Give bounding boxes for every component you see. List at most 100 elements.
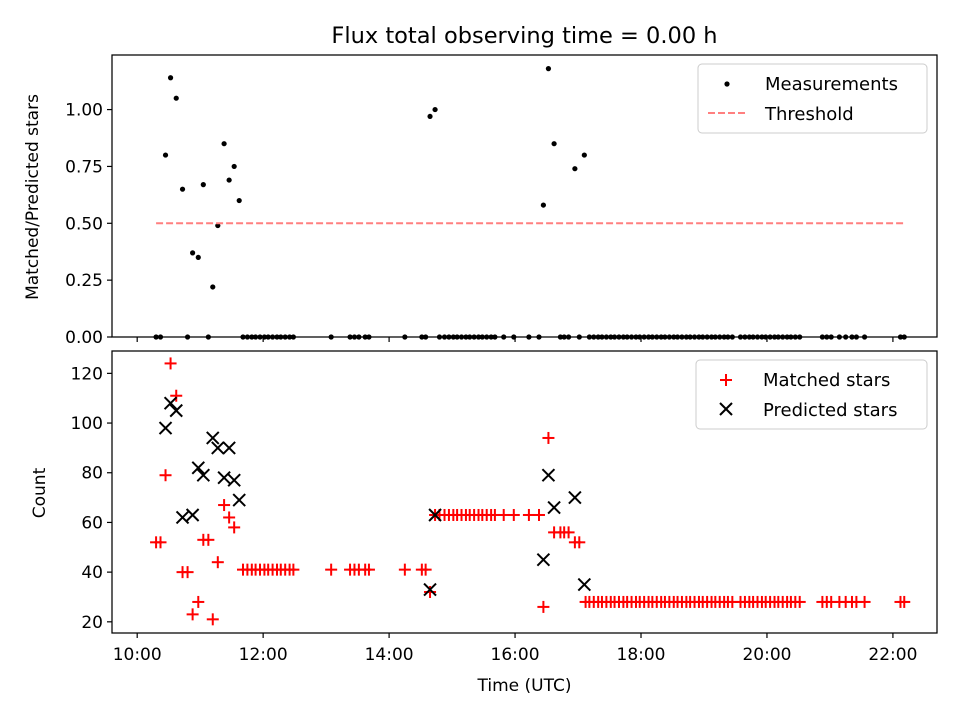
- x-tick-label: 22:00: [868, 645, 917, 665]
- matched-star-point: [159, 469, 172, 482]
- measurement-point: [173, 95, 179, 101]
- y-tick-label: 0.50: [65, 214, 103, 234]
- matched-star-point: [542, 431, 555, 444]
- measurement-point: [545, 66, 552, 72]
- matched-star-point: [898, 595, 911, 608]
- x-tick-label: 16:00: [491, 645, 540, 665]
- measurement-point: [226, 177, 232, 183]
- measurement-point: [167, 75, 174, 81]
- matched-star-point: [562, 526, 575, 539]
- matched-star-point: [419, 563, 432, 576]
- measurement-point: [427, 113, 433, 120]
- bottom-x-ticks: 10:00 12:00 14:00 16:00 18:00 20:00 22:00: [113, 633, 917, 665]
- x-axis-label: Time (UTC): [477, 676, 572, 696]
- measurement-point: [179, 186, 186, 192]
- y-tick-label: 0.25: [65, 271, 103, 291]
- measurement-point: [236, 197, 242, 204]
- legend-measurements-marker: [724, 81, 730, 87]
- top-axes-frame: [111, 54, 938, 338]
- bottom-panel: 20 40 60 80 100 120 10:00 12:00 14:00 16:00 18:00…: [30, 350, 938, 696]
- matched-star-point: [398, 563, 411, 576]
- measurement-point: [200, 182, 206, 188]
- predicted-star-point: [206, 431, 220, 445]
- measurement-point: [572, 166, 578, 172]
- matched-star-point: [858, 595, 871, 608]
- legend-threshold-label: Threshold: [764, 104, 854, 125]
- legend-measurements-label: Measurements: [765, 74, 898, 95]
- matched-star-point: [206, 613, 219, 626]
- y-tick-label: 0.75: [65, 157, 103, 177]
- predicted-star-point: [536, 552, 551, 567]
- matched-star-point: [507, 508, 520, 521]
- matched-star-point: [211, 556, 224, 569]
- matched-star-point: [228, 521, 241, 534]
- top-legend: Measurements Threshold: [697, 63, 928, 134]
- y-tick-label: 0.00: [65, 328, 103, 348]
- x-tick-label: 14:00: [365, 645, 414, 665]
- predicted-star-point: [217, 471, 231, 485]
- y-tick-label: 100: [71, 414, 103, 434]
- figure-title: Flux total observing time = 0.00 h: [331, 23, 717, 49]
- matched-star-point: [218, 499, 231, 512]
- matched-star-point: [522, 508, 535, 521]
- measurement-point: [210, 284, 216, 290]
- bottom-y-ticks: 20 40 60 80 100 120: [71, 364, 112, 633]
- x-tick-label: 12:00: [239, 645, 288, 665]
- y-tick-label: 1.00: [65, 101, 103, 121]
- measurement-point: [551, 141, 557, 147]
- predicted-star-point: [577, 577, 592, 592]
- matched-star-point: [192, 595, 205, 608]
- predicted-star-point: [428, 508, 442, 522]
- bottom-legend: Matched stars Predicted stars: [695, 359, 928, 430]
- matched-star-point: [424, 586, 437, 599]
- predicted-star-point: [541, 468, 556, 482]
- measurement-point: [231, 163, 237, 170]
- x-tick-label: 10:00: [113, 645, 162, 665]
- bottom-axes-frame: [111, 350, 938, 634]
- legend-predicted-marker: [719, 402, 733, 416]
- matched-star-point: [164, 357, 177, 370]
- x-tick-label: 20:00: [742, 645, 791, 665]
- top-legend-box: [697, 63, 928, 134]
- matched-star-point: [537, 600, 550, 613]
- matched-star-point: [793, 595, 806, 608]
- legend-matched-marker: [720, 374, 732, 386]
- matched-star-point: [362, 563, 375, 576]
- y-tick-label: 20: [81, 613, 103, 633]
- matched-star-point: [532, 508, 545, 521]
- measurement-point: [190, 250, 196, 256]
- matched-star-point: [154, 536, 167, 549]
- predicted-star-point: [211, 441, 225, 455]
- matched-star-point: [170, 389, 183, 402]
- predicted-star-point: [196, 468, 211, 482]
- matched-star-point: [287, 563, 300, 576]
- legend-predicted-label: Predicted stars: [763, 400, 897, 421]
- predicted-star-point: [222, 441, 236, 455]
- measurement-point: [581, 152, 587, 158]
- matched-star-point: [202, 533, 215, 546]
- measurement-point: [162, 152, 169, 158]
- y-tick-label: 40: [81, 563, 103, 583]
- bottom-legend-box: [695, 359, 928, 430]
- bottom-marks: [150, 357, 911, 626]
- predicted-star-point: [423, 582, 437, 597]
- matched-star-point: [325, 563, 338, 576]
- matched-star-point: [186, 608, 199, 621]
- predicted-star-point: [232, 493, 246, 507]
- matched-star-point: [573, 536, 586, 549]
- bottom-y-axis-label: Count: [30, 467, 50, 518]
- y-tick-label: 120: [71, 364, 103, 384]
- top-panel: 0.00 0.25 0.50 0.75 1.00 Matched/Predicted s…: [23, 54, 938, 348]
- predicted-star-point: [169, 403, 183, 418]
- predicted-star-point: [227, 473, 241, 487]
- predicted-star-point: [163, 396, 178, 410]
- top-y-ticks: 0.00 0.25 0.50 0.75 1.00: [65, 101, 112, 348]
- predicted-star-point: [175, 510, 190, 525]
- y-tick-label: 60: [81, 513, 103, 533]
- predicted-star-point: [158, 421, 173, 435]
- y-tick-label: 80: [81, 464, 103, 484]
- measurement-point: [195, 254, 201, 261]
- measurement-point: [432, 106, 438, 113]
- predicted-star-point: [191, 461, 205, 475]
